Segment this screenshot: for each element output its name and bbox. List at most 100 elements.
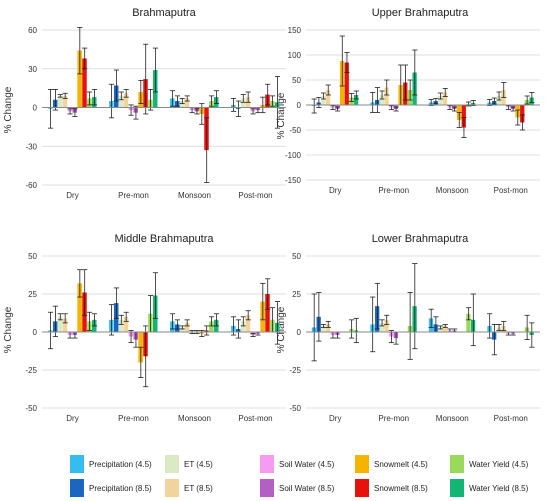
y-tick-label: -50 xyxy=(25,404,37,413)
x-tick-label: Monsoon xyxy=(178,191,211,200)
bar xyxy=(442,92,448,105)
x-tick-label: Pre-mon xyxy=(378,186,409,195)
plot-area: 150 100 50 0 -50 -100 -150 Dry Pre-mon Monsoon Pos… xyxy=(285,26,540,195)
legend-swatch xyxy=(355,479,369,497)
bar xyxy=(384,87,389,105)
y-tick-label: 0 xyxy=(297,328,302,337)
y-tick-label: -25 xyxy=(289,366,301,375)
bar xyxy=(245,315,251,332)
bar xyxy=(123,93,129,108)
bar xyxy=(209,321,214,332)
panel-brahmaputra: Brahmaputra % Change xyxy=(3,7,197,133)
bar xyxy=(325,90,331,105)
y-tick-label: 50 xyxy=(292,252,301,261)
bar xyxy=(240,321,246,332)
bar xyxy=(77,50,82,108)
legend-label: Precipitation (4.5) xyxy=(89,460,152,469)
panel-title: Lower Brahmaputra xyxy=(372,233,469,245)
y-axis-label: % Change xyxy=(3,86,14,133)
x-tick-label: Dry xyxy=(66,191,78,200)
y-tick-label: 50 xyxy=(292,76,301,85)
y-tick-label: 30 xyxy=(28,65,37,74)
y-tick-label: -50 xyxy=(289,404,301,413)
legend-swatch xyxy=(165,455,179,473)
y-tick-label: -150 xyxy=(285,176,302,185)
plot-area: 50 25 0 -25 -50 Dry Pre-mon Monsoon Post-mon xyxy=(289,252,540,423)
y-axis-label: % Change xyxy=(276,306,287,353)
bar xyxy=(77,283,82,332)
x-tick-label: Post-mon xyxy=(238,414,272,423)
bar xyxy=(118,95,124,108)
bar xyxy=(82,58,87,108)
legend: Precipitation (4.5) ET (4.5) Soil Water (4… xyxy=(70,455,529,497)
bar xyxy=(353,95,359,105)
y-tick-label: 25 xyxy=(292,290,301,299)
bar xyxy=(184,322,190,332)
y-axis-label: % Change xyxy=(276,92,287,139)
bar xyxy=(442,325,448,332)
y-tick-label: -30 xyxy=(25,142,37,151)
bar xyxy=(62,318,68,332)
legend-label: Water Yield (4.5) xyxy=(469,460,529,469)
bar xyxy=(379,95,384,105)
x-tick-label: Pre-mon xyxy=(378,414,409,423)
x-tick-label: Pre-mon xyxy=(118,191,149,200)
x-tick-label: Dry xyxy=(329,186,341,195)
bar xyxy=(466,313,471,332)
panel-upper-brahmaputra: Upper Brahmaputra % Change xyxy=(276,7,469,139)
y-tick-label: 60 xyxy=(28,26,37,35)
legend-label: Precipitation (8.5) xyxy=(89,484,152,493)
legend-label: Snowmelt (4.5) xyxy=(374,460,428,469)
y-axis-label: % Change xyxy=(3,306,14,353)
bar xyxy=(461,105,466,128)
legend-swatch xyxy=(165,479,179,497)
legend-label: Soil Water (8.5) xyxy=(279,484,335,493)
x-tick-label: Post-mon xyxy=(494,186,528,195)
bar xyxy=(321,96,326,105)
panel-middle-brahmaputra: Middle Brahmaputra % Change xyxy=(3,233,214,353)
bar xyxy=(438,96,443,105)
panel-title: Upper Brahmaputra xyxy=(372,7,469,19)
y-tick-label: -25 xyxy=(25,366,37,375)
x-tick-label: Monsoon xyxy=(436,414,469,423)
x-tick-label: Post-mon xyxy=(494,414,528,423)
y-tick-label: -50 xyxy=(289,126,301,135)
plot-area: 60 30 0 -30 -60 Dry Pre-mon Monsoon Post-mon xyxy=(25,26,286,200)
x-tick-label: Dry xyxy=(66,414,78,423)
legend-label: ET (8.5) xyxy=(184,484,213,493)
y-tick-label: 0 xyxy=(33,328,38,337)
y-tick-label: 50 xyxy=(28,252,37,261)
y-tick-label: -100 xyxy=(285,151,302,160)
legend-label: Snowmelt (8.5) xyxy=(374,484,428,493)
legend-swatch xyxy=(70,479,84,497)
legend-swatch xyxy=(260,479,274,497)
y-tick-label: 0 xyxy=(33,104,38,113)
legend-swatch xyxy=(450,455,464,473)
bar xyxy=(438,327,443,332)
x-tick-label: Monsoon xyxy=(436,186,469,195)
legend-label: ET (4.5) xyxy=(184,460,213,469)
bar xyxy=(184,98,190,108)
legend-swatch xyxy=(450,479,464,497)
y-tick-label: 150 xyxy=(288,26,302,35)
legend-swatch xyxy=(260,455,274,473)
panel-lower-brahmaputra: Lower Brahmaputra % Change xyxy=(276,233,469,353)
panel-title: Middle Brahmaputra xyxy=(114,233,214,245)
y-tick-label: 25 xyxy=(28,290,37,299)
bar xyxy=(384,319,389,332)
plot-area: 50 25 0 -25 -50 Dry Pre-mon Monsoon Post-mon xyxy=(25,252,286,423)
legend-label: Soil Water (4.5) xyxy=(279,460,335,469)
bar xyxy=(321,325,326,332)
bar xyxy=(62,95,68,108)
bar xyxy=(344,62,349,105)
bar xyxy=(240,98,246,108)
y-tick-label: 100 xyxy=(288,51,302,60)
bar xyxy=(57,95,63,108)
legend-swatch xyxy=(70,455,84,473)
legend-label: Water Yield (8.5) xyxy=(469,484,529,493)
legend-swatch xyxy=(355,455,369,473)
y-tick-label: -60 xyxy=(25,181,37,190)
x-tick-label: Dry xyxy=(329,414,341,423)
bar xyxy=(496,96,501,105)
